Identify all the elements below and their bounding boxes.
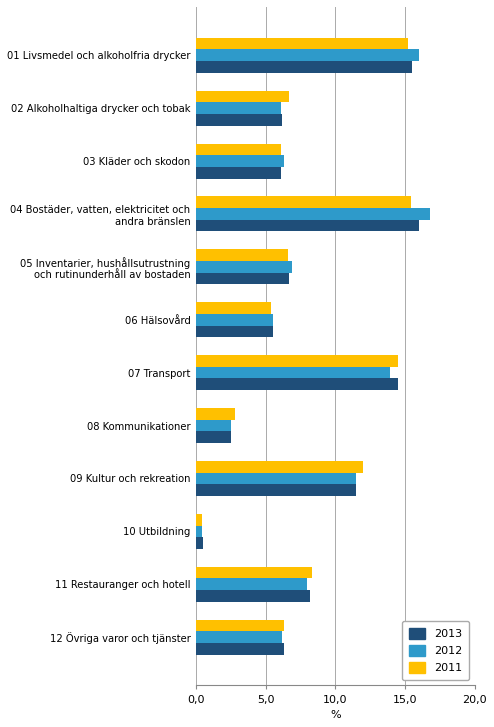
Bar — [196, 314, 273, 326]
Bar — [196, 208, 430, 220]
Bar — [196, 249, 288, 261]
X-axis label: %: % — [330, 710, 341, 720]
Bar — [196, 431, 231, 443]
Bar — [196, 167, 281, 179]
Bar — [196, 367, 390, 379]
Bar — [196, 631, 283, 643]
Bar — [196, 196, 411, 208]
Bar — [196, 484, 356, 496]
Bar — [196, 61, 412, 73]
Bar — [196, 567, 312, 579]
Bar — [196, 326, 273, 337]
Bar — [196, 114, 283, 126]
Legend: 2013, 2012, 2011: 2013, 2012, 2011 — [402, 621, 469, 680]
Bar — [196, 590, 310, 602]
Bar — [196, 473, 356, 484]
Bar — [196, 379, 398, 390]
Bar — [196, 419, 231, 431]
Bar — [196, 408, 235, 419]
Bar — [196, 643, 284, 654]
Bar — [196, 156, 284, 167]
Bar — [196, 49, 419, 61]
Bar — [196, 619, 284, 631]
Bar — [196, 103, 281, 114]
Bar — [196, 261, 292, 273]
Bar — [196, 220, 419, 231]
Bar — [196, 537, 203, 549]
Bar — [196, 514, 202, 526]
Bar — [196, 273, 289, 284]
Bar — [196, 579, 307, 590]
Bar — [196, 302, 271, 314]
Bar — [196, 356, 398, 367]
Bar — [196, 526, 202, 537]
Bar — [196, 38, 408, 49]
Bar — [196, 91, 289, 103]
Bar — [196, 144, 281, 156]
Bar — [196, 461, 363, 473]
